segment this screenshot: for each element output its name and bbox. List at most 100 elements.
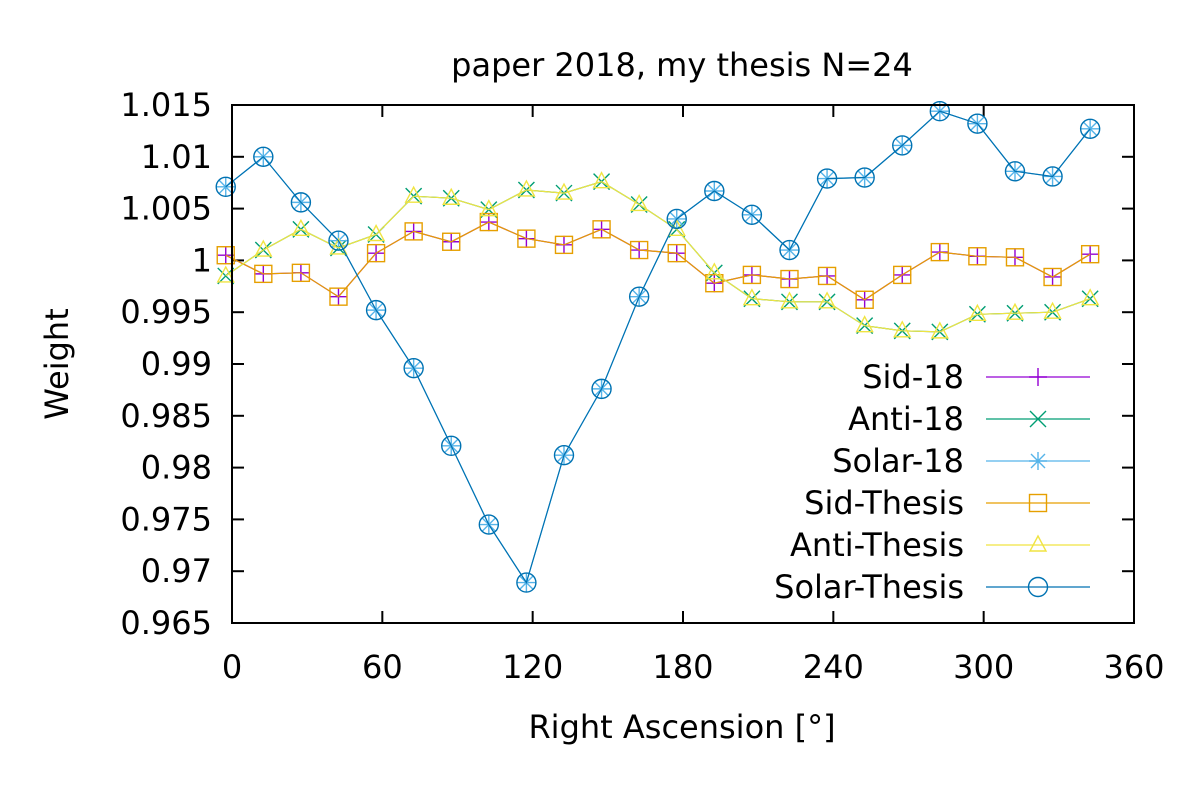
legend-marker	[1027, 576, 1049, 598]
marker-triangle	[968, 303, 987, 321]
marker-triangle	[404, 185, 423, 203]
marker-circle	[290, 192, 312, 213]
marker-triangle	[629, 193, 649, 212]
x-tick-label: 0	[222, 648, 242, 686]
marker-square	[629, 240, 649, 260]
marker-circle	[441, 435, 462, 457]
marker-circle	[892, 135, 913, 156]
marker-triangle	[705, 262, 724, 280]
marker-square	[329, 287, 348, 306]
data-point	[628, 286, 650, 307]
data-point	[479, 199, 498, 217]
data-point	[365, 299, 387, 321]
marker-square	[855, 290, 874, 309]
data-series	[215, 101, 1101, 593]
data-point	[328, 230, 349, 251]
marker-triangle	[817, 291, 837, 309]
marker-square	[742, 265, 762, 285]
data-point	[854, 167, 875, 188]
marker-square	[667, 243, 686, 263]
data-point	[291, 263, 311, 283]
marker-circle	[1079, 118, 1101, 140]
plot-frame	[231, 104, 1135, 624]
x-axis-label: Right Ascension [°]	[528, 708, 835, 746]
data-point	[968, 247, 987, 266]
x-tick-label: 240	[803, 648, 864, 686]
marker-triangle	[742, 288, 762, 306]
marker-circle	[1042, 166, 1063, 187]
legend-label: Solar-18	[832, 442, 964, 480]
marker-triangle	[855, 315, 874, 333]
legend-label: Sid-18	[862, 358, 964, 396]
data-point	[366, 243, 386, 263]
legend-label: Sid-Thesis	[804, 484, 964, 522]
marker-circle	[591, 378, 612, 400]
data-point	[517, 179, 536, 197]
marker-square	[968, 247, 987, 266]
axis-ticks: 0 60 120 180 240 300 360 0.965 0.97 0.975 0.98 0.98…	[120, 86, 1164, 686]
data-point	[930, 321, 949, 339]
marker-circle	[1027, 576, 1049, 598]
marker-square	[254, 264, 273, 284]
marker-square	[366, 243, 386, 263]
marker-square	[780, 269, 799, 289]
data-point	[329, 287, 348, 306]
data-point	[253, 146, 274, 168]
marker-triangle	[893, 320, 912, 338]
marker-circle	[328, 230, 349, 251]
series-sid-thesis	[216, 212, 1100, 309]
marker-circle	[967, 113, 988, 134]
marker-triangle	[479, 199, 498, 217]
data-point	[930, 242, 950, 262]
marker-triangle	[930, 321, 949, 339]
data-point	[1043, 301, 1062, 319]
marker-asterisk	[1029, 452, 1047, 470]
y-tick-label: 1.005	[120, 190, 212, 228]
marker-cross	[1029, 410, 1047, 428]
data-point	[216, 246, 235, 265]
y-tick-label: 1.01	[141, 138, 212, 176]
legend: Sid-18 Anti-18 Solar-18 Sid-Thesis Anti-Thes…	[774, 358, 1090, 606]
marker-circle	[253, 146, 274, 168]
data-point	[366, 224, 386, 242]
marker-triangle	[780, 291, 799, 309]
legend-marker	[1029, 452, 1047, 470]
data-point	[403, 357, 424, 379]
marker-circle	[516, 572, 537, 593]
marker-circle	[854, 167, 875, 188]
marker-square	[517, 229, 536, 248]
series-line	[225, 221, 1091, 301]
marker-triangle	[554, 182, 574, 200]
data-point	[1005, 302, 1025, 320]
data-point	[855, 315, 874, 333]
marker-triangle	[1005, 302, 1025, 320]
data-point	[704, 180, 725, 202]
data-point	[516, 572, 537, 593]
legend-marker	[1028, 493, 1048, 513]
data-point	[554, 182, 574, 200]
marker-triangle	[1028, 534, 1048, 552]
marker-square	[1043, 267, 1062, 287]
data-point	[404, 222, 423, 241]
legend-item: Solar-Thesis	[774, 568, 1090, 606]
data-point	[215, 176, 236, 198]
y-tick-label: 0.98	[141, 449, 212, 487]
data-point	[441, 435, 462, 457]
marker-triangle	[254, 239, 273, 257]
marker-triangle	[517, 179, 536, 197]
marker-circle	[553, 444, 575, 466]
legend-item: Anti-Thesis	[790, 526, 1090, 564]
marker-square	[404, 222, 423, 241]
data-point	[666, 208, 687, 230]
marker-circle	[779, 239, 800, 261]
data-point	[1080, 288, 1100, 306]
data-point	[967, 113, 988, 134]
y-tick-label: 0.965	[120, 604, 212, 642]
marker-plus	[1029, 368, 1047, 386]
legend-item: Anti-18	[848, 400, 1090, 438]
chart-title: paper 2018, my thesis N=24	[451, 46, 913, 84]
marker-square	[705, 273, 724, 293]
marker-square	[216, 246, 235, 265]
data-point	[1004, 161, 1026, 182]
x-tick-label: 180	[652, 648, 713, 686]
